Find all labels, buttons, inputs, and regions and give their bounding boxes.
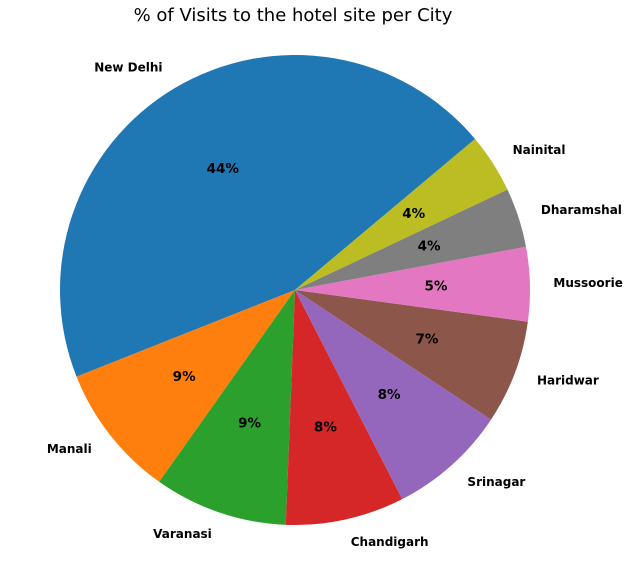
pct-label-varanasi: 9% — [238, 415, 261, 431]
pie-slice-new-delhi — [60, 55, 476, 377]
pie-percent-labels: 44% 9% 9% 8% 8% 7% 5% 4% 4% — [173, 161, 448, 436]
pie-slice-dharamshal — [295, 189, 526, 290]
pct-label-mussoorie: 5% — [424, 278, 447, 294]
slice-label-chandigarh: Chandigarh — [351, 535, 429, 549]
slice-label-mussoorie: Mussoorie — [553, 276, 622, 290]
pie-labels: New Delhi Manali Varanasi Chandigarh Srinaga… — [47, 60, 623, 548]
slice-label-nainital: Nainital — [513, 143, 566, 157]
pct-label-new-delhi: 44% — [207, 161, 240, 177]
pct-label-chandigarh: 8% — [314, 420, 337, 436]
slice-label-dharamshal: Dharamshal — [541, 203, 622, 217]
slice-label-srinagar: Srinagar — [467, 475, 525, 489]
chart-title: % of Visits to the hotel site per City — [134, 5, 453, 26]
slice-label-new-delhi: New Delhi — [94, 60, 162, 74]
pie-slice-haridwar — [295, 290, 528, 420]
pie-slices — [60, 55, 531, 525]
pie-slice-varanasi — [159, 290, 295, 525]
pie-slice-mussoorie — [295, 246, 531, 322]
slice-label-varanasi: Varanasi — [153, 527, 212, 541]
pie-slice-manali — [76, 290, 295, 482]
pie-slice-srinagar — [295, 290, 492, 500]
pct-label-srinagar: 8% — [378, 387, 401, 403]
pct-label-nainital: 4% — [402, 206, 425, 222]
slice-label-haridwar: Haridwar — [537, 374, 599, 388]
pie-slice-nainital — [295, 138, 508, 290]
pct-label-dharamshal: 4% — [418, 239, 441, 255]
pie-slice-chandigarh — [285, 290, 403, 525]
pct-label-manali: 9% — [173, 369, 196, 385]
pct-label-haridwar: 7% — [416, 332, 439, 348]
slice-label-manali: Manali — [47, 442, 92, 456]
